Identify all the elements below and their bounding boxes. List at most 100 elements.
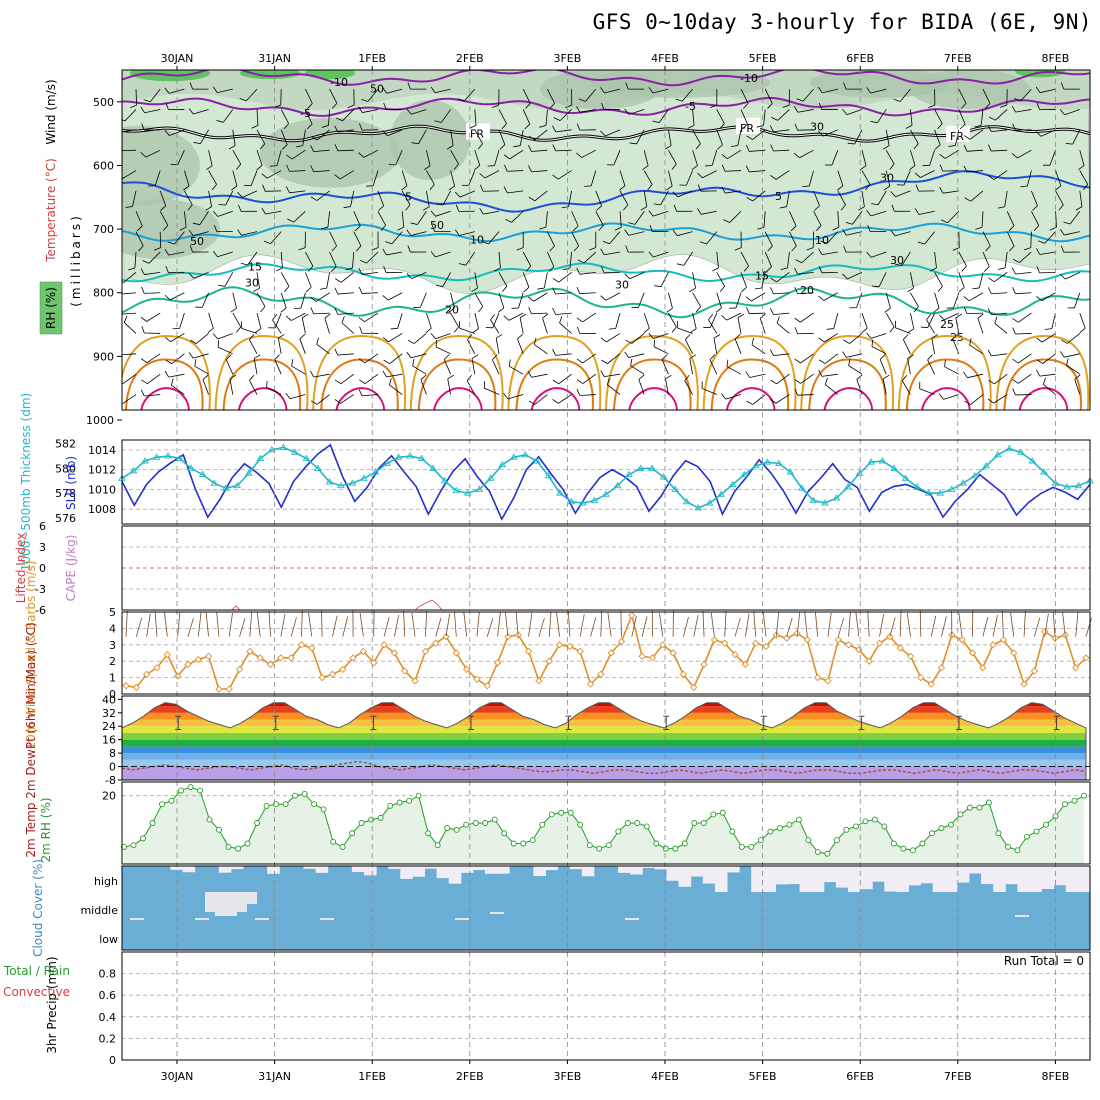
wind-barb [818,266,838,274]
wind-barb-flag [188,272,195,279]
wind-barb-flag [983,266,990,272]
cloud-high-clear [714,866,728,892]
wind-barb-flag [770,398,777,404]
thickness-point [244,469,253,476]
wind-barb-flag [601,359,608,364]
wind10m-barb [548,611,552,637]
wind-barb-staff [902,339,911,354]
wind-barb-flag [625,339,632,344]
wind-barb-staff [159,211,169,226]
wind-barb-staff [208,312,214,329]
wind-barb-flag [262,184,266,192]
wind-barb-staff [199,211,209,225]
wind-barb-staff [174,231,185,245]
wind-barb [806,231,814,251]
wind-barb-flag [225,354,232,360]
upper-air-panel: 5050503030303030-10-10-5-5FRFRFR55101015… [86,70,1090,427]
wind-barb [565,89,573,108]
wind-barb-staff [630,365,645,375]
rh2m-point [833,837,840,844]
wind-barb [1011,149,1032,159]
wind-barb [237,229,258,236]
wind-barb-flag [794,317,801,323]
wind-barb [436,190,451,206]
wind-barb [910,292,919,313]
wind-barb-flag [963,307,968,314]
wind-barb [345,251,355,271]
wind-barb [745,292,766,302]
wind-barb-flag [1074,374,1081,380]
wind-barb [249,334,258,355]
cloud-high-clear [678,866,692,887]
wind-barb-staff [958,251,967,267]
wind-barb [480,184,500,192]
rh2m-point [862,818,869,825]
wind10m-barb [290,617,297,637]
wind-barb [179,211,187,231]
wind-barb-flag [481,241,489,245]
wind-barb [893,88,911,102]
wind-barb-staff [954,129,960,146]
wind10m-point [762,642,770,651]
rh2m-point [491,816,498,823]
wind-barb-staff [229,378,234,395]
wind-barb [1055,190,1064,211]
wind-barb [474,129,483,150]
wind-barb [135,231,144,252]
wind-barb-staff [958,109,966,125]
wind-barb-staff [716,109,725,124]
wind-barb [926,313,935,334]
wind10m-point [690,683,698,692]
wind-barb-flag [493,267,501,272]
wind-barb-staff [490,319,500,334]
wind10m-barb [702,610,705,637]
wind-barb-staff [991,353,1008,357]
cloud-high-clear [545,866,559,871]
cloud-high-clear [799,866,813,892]
wind-barb [1075,190,1083,211]
bl-isotherm-loop [238,387,288,410]
wind-barb-flag [961,265,967,272]
rh-dark-patch [122,199,220,260]
wind-barb-flag [471,287,478,293]
wind-barb-flag [382,87,388,94]
wind-barb-staff [522,109,531,125]
wind-barb [334,144,354,152]
wind-barb [842,229,863,236]
wind-barb-staff [177,150,185,165]
wind-barb-flag [495,334,503,339]
thickness-point [671,485,679,492]
thickness-tick: 580 [55,462,76,475]
wind-barb-flag [1012,388,1016,396]
wind-tick: 1 [109,672,116,685]
wind-barb-staff [808,170,814,187]
wind-barb-flag [712,267,719,272]
wind-barb [232,149,242,170]
wind-barb-flag [165,359,173,365]
wind-barb-staff [1079,190,1083,207]
wind-barb-staff [878,272,887,287]
date-label-bottom: 8FEB [1041,1070,1069,1083]
rh2m-point [235,845,242,852]
wind-barb-flag [117,144,120,150]
wind-barb-flag [425,328,432,334]
wind-barb-staff [265,210,282,215]
wind-barb [563,251,572,271]
wind-barb [459,321,475,334]
wind10m-point [122,682,130,690]
wind-barb [383,266,403,274]
wind-barb-staff [558,373,572,385]
wind-barb-flag [286,154,293,160]
wind-barb-flag [624,351,629,358]
wind-barb-staff [218,346,233,355]
wind-barb-staff [266,170,282,179]
wind-barb [769,349,790,357]
thickness-point [394,453,403,460]
thickness-point [463,489,472,496]
wind10m-barb [445,613,451,637]
wind-barb-flag [988,116,996,121]
wind-barb-staff [825,384,839,395]
rh2m-point [320,806,327,813]
wind-barb [171,378,185,395]
wind-barb-flag [907,354,914,359]
